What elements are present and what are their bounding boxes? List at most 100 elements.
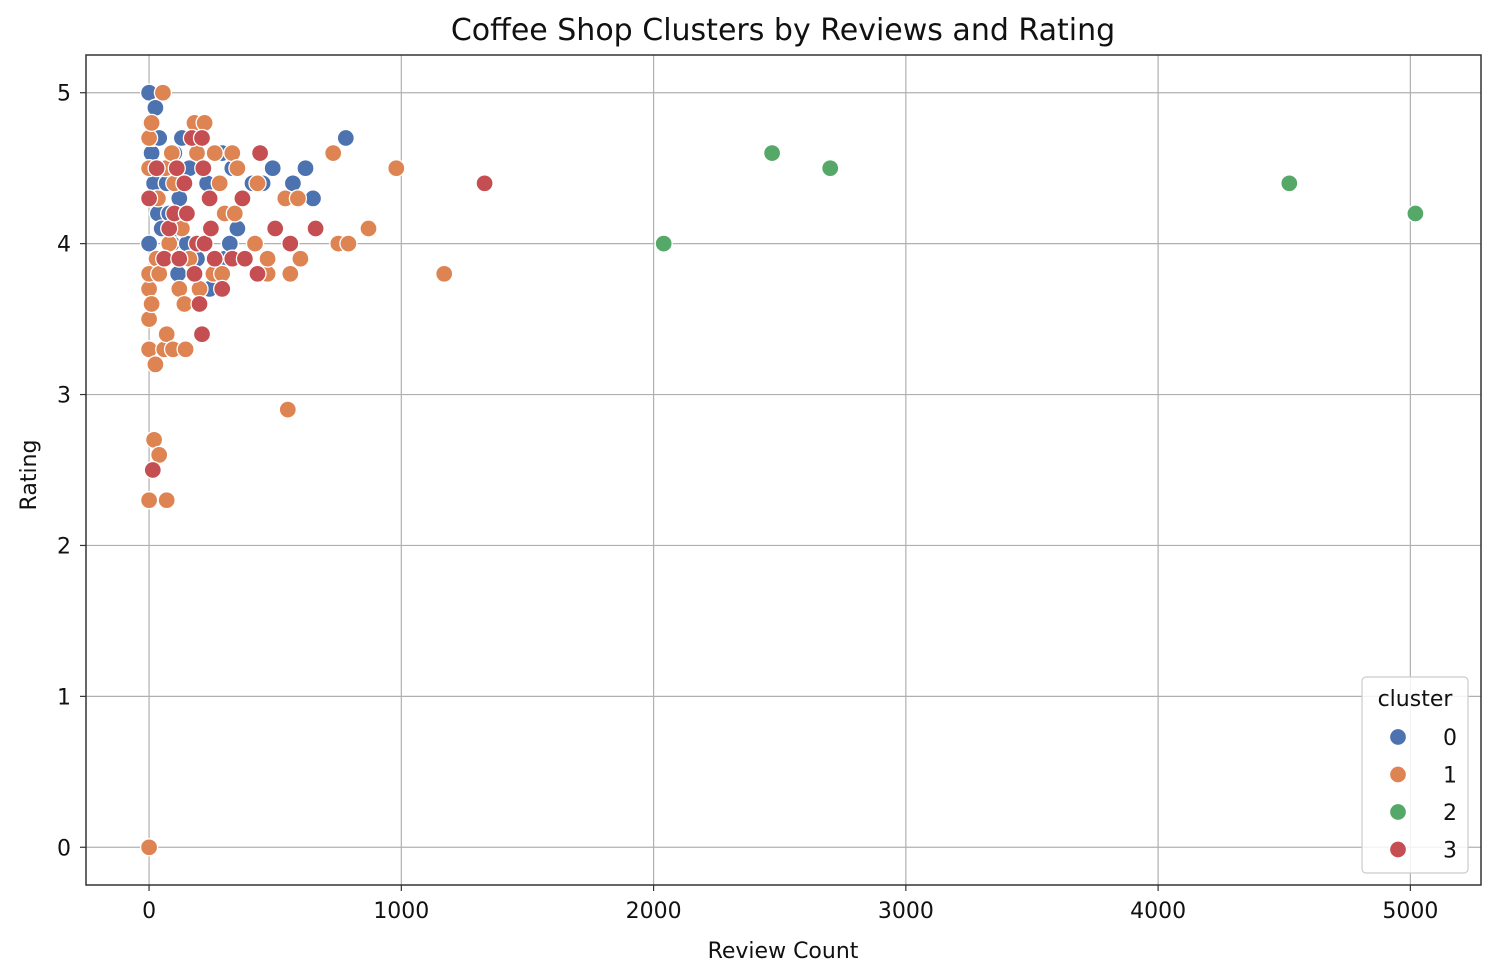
data-point-cluster-1 bbox=[324, 143, 343, 163]
data-point-cluster-1 bbox=[157, 325, 176, 344]
data-point-cluster-1 bbox=[228, 159, 247, 178]
data-point-cluster-1 bbox=[210, 174, 229, 193]
data-point-cluster-1 bbox=[162, 143, 181, 163]
data-point-cluster-3 bbox=[175, 174, 194, 193]
legend-label-cluster-3: 3 bbox=[1443, 839, 1457, 864]
data-point-cluster-3 bbox=[306, 219, 325, 238]
data-point-cluster-3 bbox=[200, 189, 219, 208]
data-point-cluster-3 bbox=[281, 234, 300, 253]
data-point-cluster-1 bbox=[176, 340, 195, 359]
data-point-cluster-3 bbox=[266, 219, 285, 238]
data-point-cluster-1 bbox=[291, 249, 310, 268]
legend-box bbox=[1361, 676, 1469, 874]
x-tick-label: 2000 bbox=[626, 899, 682, 924]
legend-title: cluster bbox=[1378, 687, 1454, 712]
data-point-cluster-1 bbox=[223, 143, 242, 163]
data-point-cluster-0 bbox=[336, 128, 355, 148]
data-point-cluster-1 bbox=[258, 249, 277, 268]
data-point-cluster-3 bbox=[167, 159, 186, 178]
data-point-cluster-3 bbox=[190, 294, 209, 314]
data-point-cluster-3 bbox=[155, 249, 174, 268]
data-point-cluster-3 bbox=[170, 249, 189, 268]
legend-marker-cluster-3 bbox=[1388, 840, 1408, 859]
grid bbox=[86, 55, 1481, 885]
y-tick-label: 3 bbox=[57, 384, 71, 409]
data-point-cluster-1 bbox=[387, 159, 406, 178]
data-point-cluster-3 bbox=[205, 249, 224, 268]
data-point-cluster-1 bbox=[195, 113, 214, 133]
data-point-cluster-1 bbox=[245, 234, 265, 253]
data-point-cluster-3 bbox=[195, 234, 214, 253]
data-point-cluster-1 bbox=[248, 174, 267, 193]
data-point-cluster-1 bbox=[157, 491, 176, 510]
data-point-cluster-3 bbox=[185, 264, 204, 283]
data-point-cluster-2 bbox=[1280, 174, 1299, 193]
data-point-cluster-1 bbox=[142, 113, 161, 133]
data-point-cluster-3 bbox=[235, 249, 255, 268]
data-point-cluster-1 bbox=[146, 355, 165, 374]
data-point-cluster-1 bbox=[281, 264, 300, 283]
data-point-cluster-2 bbox=[1406, 204, 1425, 223]
y-axis-label: Rating bbox=[17, 440, 42, 511]
x-tick-label: 5000 bbox=[1382, 899, 1438, 924]
data-point-cluster-1 bbox=[160, 234, 179, 253]
y-tick-label: 5 bbox=[57, 82, 71, 107]
legend-marker-cluster-1 bbox=[1388, 765, 1408, 784]
data-point-cluster-1 bbox=[205, 143, 224, 163]
data-point-cluster-1 bbox=[288, 189, 308, 208]
data-point-cluster-3 bbox=[177, 204, 197, 223]
data-point-cluster-3 bbox=[139, 189, 159, 208]
legend-label-cluster-0: 0 bbox=[1443, 726, 1457, 751]
legend-entries: 0 1 2 3 bbox=[1388, 726, 1457, 864]
x-tick-label: 3000 bbox=[878, 899, 934, 924]
data-point-cluster-0 bbox=[142, 143, 161, 163]
data-point-cluster-0 bbox=[168, 264, 188, 283]
data-point-cluster-2 bbox=[762, 143, 782, 163]
x-tick-label: 4000 bbox=[1130, 899, 1186, 924]
y-tick-label: 1 bbox=[57, 685, 71, 710]
data-point-cluster-0 bbox=[263, 159, 282, 178]
data-point-cluster-1 bbox=[139, 838, 159, 857]
data-point-cluster-1 bbox=[139, 491, 159, 510]
data-point-cluster-3 bbox=[475, 174, 494, 193]
x-tick-label: 0 bbox=[142, 899, 156, 924]
legend-label-cluster-2: 2 bbox=[1443, 801, 1457, 826]
plot-frame bbox=[85, 54, 1482, 886]
data-point-cluster-0 bbox=[146, 98, 165, 117]
data-point-cluster-1 bbox=[142, 294, 161, 314]
data-point-cluster-0 bbox=[139, 234, 159, 253]
data-point-cluster-1 bbox=[175, 294, 194, 314]
data-point-cluster-3 bbox=[248, 264, 267, 283]
data-point-cluster-1 bbox=[187, 143, 207, 163]
data-point-cluster-1 bbox=[139, 309, 159, 329]
axis-ticks: 0 1000 2000 3000 4000 5000 0 1 2 3 4 5 bbox=[57, 82, 1438, 924]
data-point-cluster-1 bbox=[144, 430, 164, 449]
data-point-cluster-3 bbox=[192, 325, 212, 344]
x-tick-label: 1000 bbox=[373, 899, 429, 924]
data-point-cluster-1 bbox=[153, 83, 173, 102]
data-point-cluster-0 bbox=[220, 234, 239, 253]
data-point-cluster-2 bbox=[821, 159, 840, 178]
legend-marker-cluster-2 bbox=[1388, 802, 1408, 822]
y-tick-label: 2 bbox=[57, 534, 71, 559]
data-point-cluster-0 bbox=[170, 189, 189, 208]
legend-label-cluster-1: 1 bbox=[1443, 764, 1457, 789]
data-point-cluster-0 bbox=[283, 174, 303, 193]
data-point-cluster-1 bbox=[435, 264, 454, 283]
data-point-cluster-3 bbox=[250, 143, 270, 163]
data-point-cluster-3 bbox=[233, 189, 252, 208]
data-point-cluster-3 bbox=[201, 219, 221, 238]
data-point-cluster-1 bbox=[339, 234, 358, 253]
legend: cluster 0 1 2 3 bbox=[1361, 676, 1469, 874]
y-tick-label: 0 bbox=[57, 836, 71, 861]
x-axis-label: Review Count bbox=[708, 939, 859, 964]
data-point-cluster-1 bbox=[225, 204, 244, 223]
data-point-cluster-3 bbox=[147, 159, 166, 178]
data-points bbox=[139, 83, 1425, 857]
data-point-cluster-0 bbox=[296, 159, 315, 178]
data-point-cluster-1 bbox=[139, 128, 159, 148]
data-point-cluster-1 bbox=[150, 264, 169, 283]
data-point-cluster-2 bbox=[654, 234, 673, 253]
data-point-cluster-3 bbox=[213, 279, 232, 299]
